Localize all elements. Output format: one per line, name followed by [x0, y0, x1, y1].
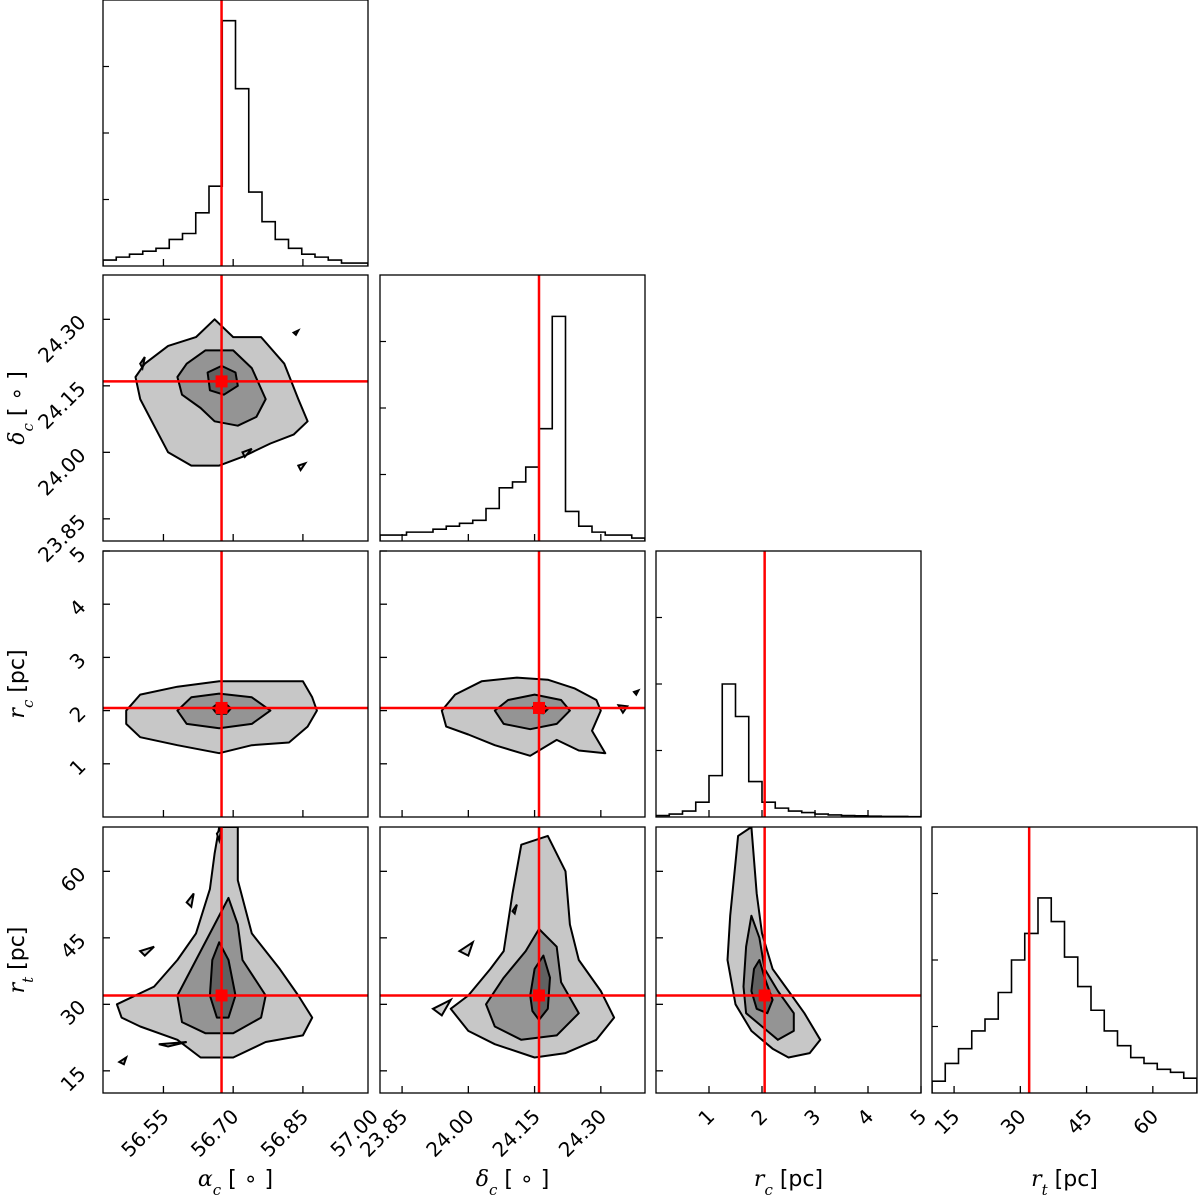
contour-island: [139, 356, 146, 372]
x-axis-label-delta_c: δc [ ∘ ]: [476, 1167, 550, 1199]
y-tick-label: 1: [65, 754, 91, 780]
panel-frame: [102, 0, 369, 267]
hist-panel-r_t: [932, 827, 1197, 1093]
truth-point: [758, 989, 771, 1002]
truth-point: [215, 989, 228, 1002]
y-tick-label: 5: [65, 542, 91, 568]
panel-frame: [102, 274, 369, 542]
contour-island: [296, 461, 308, 473]
x-tick-label: 4: [852, 1104, 878, 1130]
y-tick-label: 15: [56, 1061, 91, 1096]
contour-island: [241, 447, 253, 459]
x-tick-label: 1: [693, 1104, 719, 1130]
hist-panel-alpha_c: [103, 0, 368, 266]
contour-island: [138, 945, 155, 957]
panel-frame: [102, 826, 369, 1094]
x-tick-label: 56.55: [116, 1104, 173, 1161]
y-axis-label-r_c: rc [pc]: [5, 649, 37, 718]
truth-point: [215, 375, 228, 388]
hist-panel-delta_c: [380, 275, 645, 541]
truth-point: [215, 701, 228, 714]
x-tick-label: 56.70: [186, 1104, 243, 1161]
y-axis-label-r_t: rt [pc]: [5, 927, 37, 994]
contour-level-2: [493, 693, 571, 731]
x-tick-label: 2: [746, 1104, 772, 1130]
pair-panel-delta_c-r_t: [380, 827, 645, 1093]
x-tick-label: 56.85: [256, 1104, 313, 1161]
x-tick-label: 15: [929, 1104, 964, 1139]
y-tick-label: 24.30: [33, 310, 90, 367]
panel-frame: [379, 274, 646, 542]
y-tick-label: 2: [65, 701, 91, 727]
hist-panel-r_c: [656, 551, 921, 817]
pair-panel-alpha_c-delta_c: [103, 275, 368, 541]
contour-island: [511, 904, 518, 916]
x-axis-label-r_t: rt [pc]: [1031, 1167, 1098, 1199]
x-tick-label: 24.00: [421, 1104, 478, 1161]
contour-island: [291, 328, 301, 337]
y-tick-label: 30: [56, 995, 91, 1030]
truth-point: [533, 989, 545, 1002]
pair-panel-alpha_c-r_t: [103, 827, 368, 1093]
pair-panel-alpha_c-r_c: [103, 551, 368, 817]
y-tick-label: 3: [65, 648, 91, 674]
x-tick-label: 24.30: [554, 1104, 611, 1161]
y-tick-label: 24.00: [33, 443, 90, 500]
truth-point: [533, 701, 545, 714]
y-axis-label-delta_c: δc [ ∘ ]: [5, 371, 37, 445]
x-tick-label: 45: [1062, 1104, 1097, 1139]
y-tick-label: 4: [65, 595, 91, 621]
pair-panel-r_c-r_t: [656, 827, 921, 1093]
hist-steps-r_c: [656, 683, 921, 817]
y-tick-label: 60: [56, 862, 91, 897]
y-tick-label: 24.15: [33, 376, 90, 433]
contour-island: [632, 688, 641, 697]
contour-island: [431, 997, 454, 1017]
panel-frame: [102, 550, 369, 818]
contour-island: [117, 1055, 129, 1066]
x-axis-label-r_c: rc [pc]: [754, 1167, 823, 1199]
x-axis-label-alpha_c: αc [ ∘ ]: [198, 1167, 273, 1199]
panel-frame: [655, 550, 922, 818]
panel-frame: [931, 826, 1198, 1094]
panel-frame: [655, 826, 922, 1094]
contour-island: [185, 892, 195, 909]
x-tick-label: 60: [1128, 1104, 1163, 1139]
panel-frame: [379, 826, 646, 1094]
hist-steps-delta_c: [380, 315, 645, 541]
panel-frame: [379, 550, 646, 818]
x-tick-label: 5: [905, 1104, 931, 1130]
x-tick-label: 3: [799, 1104, 825, 1130]
hist-steps-alpha_c: [103, 19, 368, 266]
x-tick-label: 24.15: [487, 1104, 544, 1161]
contour-island: [457, 939, 475, 958]
y-tick-label: 45: [56, 928, 91, 963]
pair-panel-delta_c-r_c: [380, 551, 645, 817]
hist-steps-r_t: [932, 897, 1197, 1093]
contour-island: [158, 1041, 187, 1048]
x-tick-label: 30: [996, 1104, 1031, 1139]
